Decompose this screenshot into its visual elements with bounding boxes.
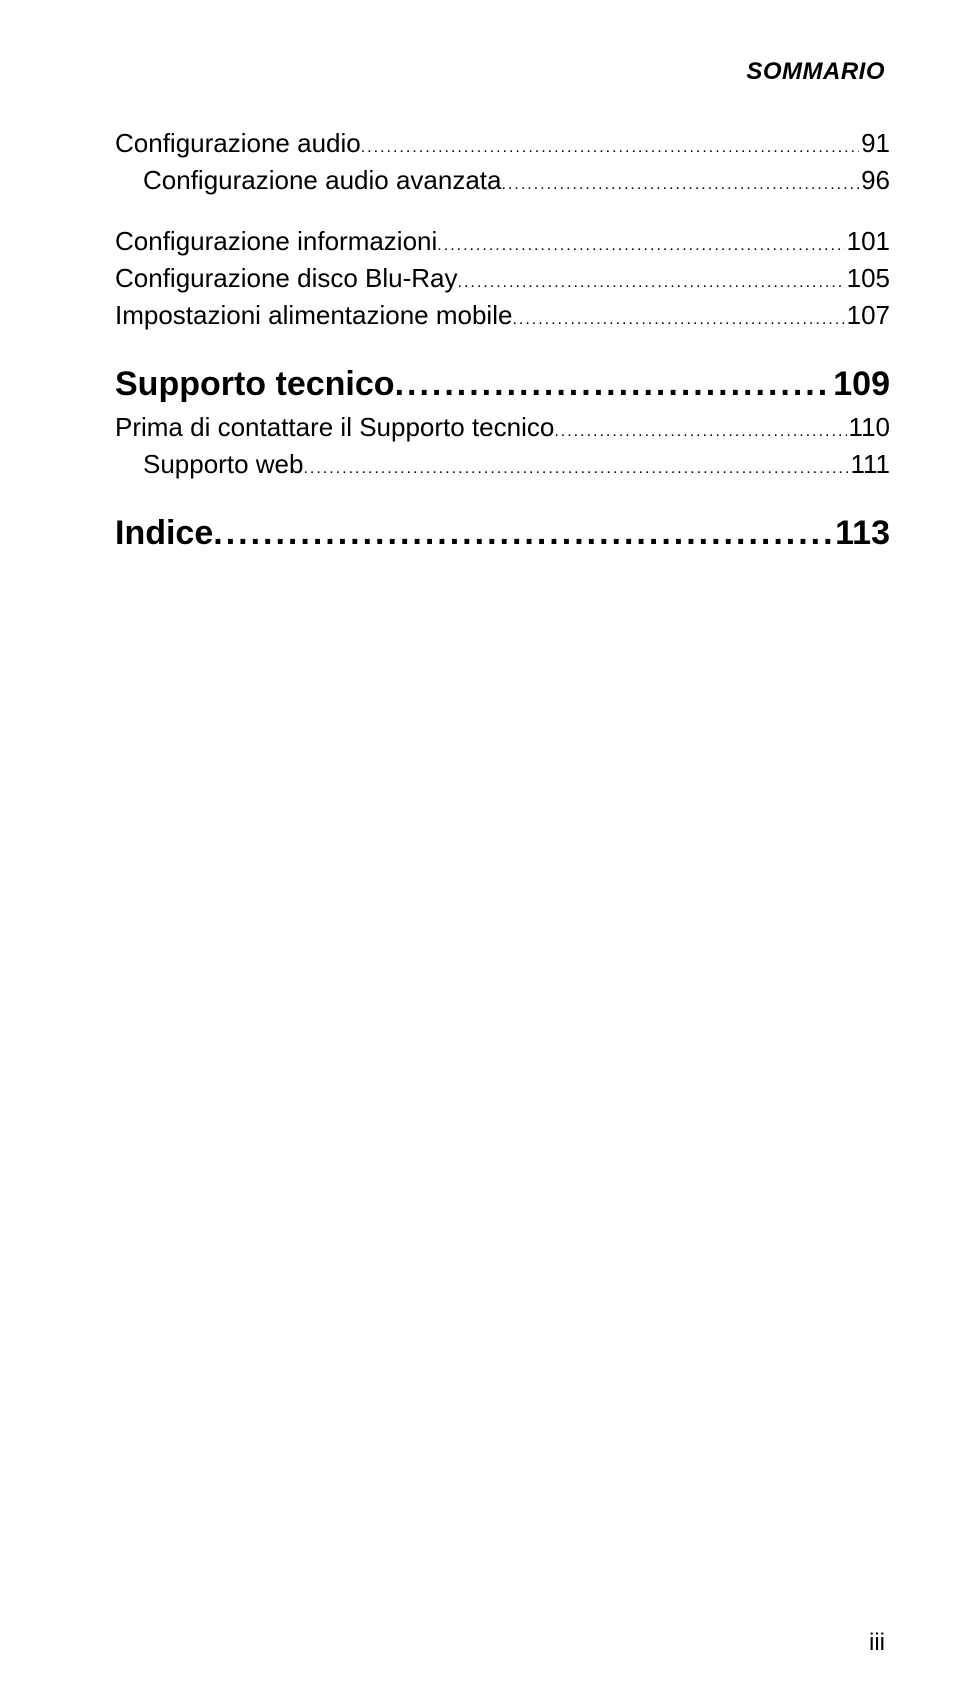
toc-entry-page: 105 (845, 263, 890, 294)
toc-leader-dots: ........................................… (501, 176, 859, 194)
toc-container: Configurazione audio....................… (115, 128, 890, 553)
toc-entry-page: 107 (845, 300, 890, 331)
toc-leader-dots: ........................................… (512, 311, 844, 329)
toc-entry-title: Configurazione informazioni (115, 226, 437, 257)
toc-entry-page: 96 (859, 165, 890, 196)
toc-entry: Configurazione informazioni.............… (115, 226, 890, 257)
toc-entry: Supporto tecnico........................… (115, 365, 890, 404)
toc-entry: Supporto web............................… (115, 449, 890, 480)
toc-entry-title: Configurazione audio avanzata (143, 165, 501, 196)
toc-leader-dots: ........................................… (437, 237, 844, 255)
toc-entry-page: 91 (859, 128, 890, 159)
toc-entry-title: Impostazioni alimentazione mobile (115, 300, 512, 331)
toc-entry-page: 109 (831, 365, 890, 404)
toc-entry-title: Configurazione disco Blu-Ray (115, 263, 458, 294)
toc-entry: Prima di contattare il Supporto tecnico.… (115, 412, 890, 443)
toc-leader-dots: ........................................… (213, 514, 833, 553)
toc-entry-title: Indice (115, 514, 213, 553)
toc-entry-page: 113 (833, 514, 890, 553)
toc-entry-page: 111 (848, 449, 890, 480)
toc-entry-title: Configurazione audio (115, 128, 361, 159)
toc-leader-dots: ........................................… (303, 460, 848, 478)
toc-leader-dots: ........................................… (554, 423, 846, 441)
toc-entry-title: Supporto tecnico (115, 365, 395, 404)
toc-entry: Configurazione audio avanzata...........… (115, 165, 890, 196)
toc-leader-dots: ........................................… (395, 365, 832, 404)
running-header: SOMMARIO (115, 58, 890, 86)
toc-entry: Configurazione audio....................… (115, 128, 890, 159)
toc-entry-title: Prima di contattare il Supporto tecnico (115, 412, 554, 443)
toc-entry-page: 110 (847, 412, 890, 443)
toc-entry: Indice..................................… (115, 514, 890, 553)
toc-entry: Impostazioni alimentazione mobile.......… (115, 300, 890, 331)
toc-leader-dots: ........................................… (361, 139, 859, 157)
toc-entry-title: Supporto web (143, 449, 303, 480)
toc-leader-dots: ........................................… (458, 274, 845, 292)
page-number: iii (869, 1629, 885, 1657)
toc-entry-page: 101 (845, 226, 890, 257)
toc-entry: Configurazione disco Blu-Ray............… (115, 263, 890, 294)
